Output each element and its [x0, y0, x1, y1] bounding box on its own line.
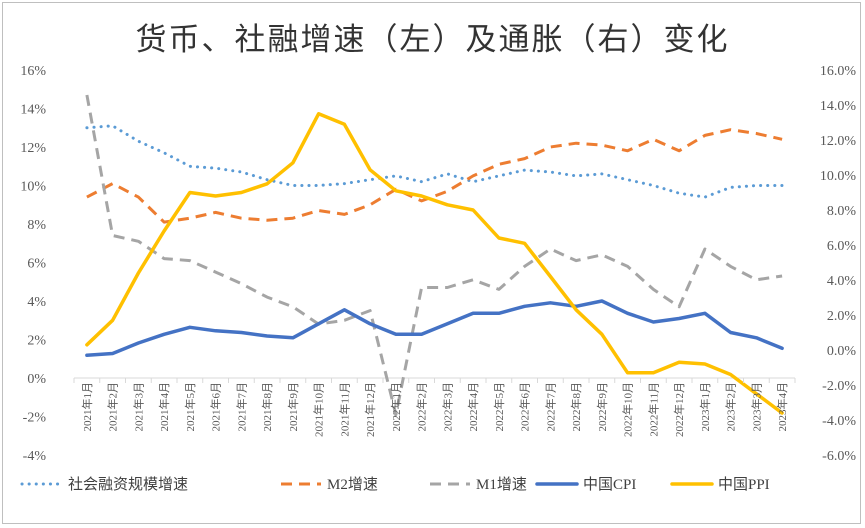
x-tick-label: 2021年12月 [363, 382, 377, 437]
x-tick-label: 2022年7月 [543, 382, 557, 432]
x-tick-label: 2022年4月 [466, 382, 480, 432]
left-tick-label: 8% [27, 218, 46, 233]
series-line [85, 94, 783, 417]
chart-title: 货币、社融增速（左）及通胀（右）变化 [135, 22, 730, 58]
legend: 社会融资规模增速 M2增速 M1增速 中国CPI 中国PPI [20, 476, 770, 493]
left-tick-label: 0% [27, 372, 46, 387]
right-tick-label: 14.0% [820, 99, 857, 114]
right-tick-label: 10.0% [820, 169, 857, 184]
series-line [85, 299, 784, 358]
x-tick-label: 2022年11月 [646, 382, 660, 437]
left-tick-label: -4% [23, 449, 47, 464]
left-tick-label: 10% [20, 180, 46, 195]
left-tick-label: 12% [20, 141, 46, 156]
right-tick-label: 12.0% [820, 134, 857, 149]
left-tick-label: 4% [27, 295, 46, 310]
x-tick-label: 2021年8月 [260, 382, 274, 432]
left-tick-label: -2% [23, 411, 47, 426]
x-tick-label: 2021年1月 [80, 382, 94, 432]
right-tick-label: 6.0% [827, 239, 857, 254]
series-line [86, 128, 783, 224]
x-tick-label: 2023年1月 [698, 382, 712, 432]
x-tick-label: 2022年8月 [569, 382, 583, 432]
x-tick-label: 2021年2月 [106, 382, 120, 432]
x-tick-label: 2022年6月 [518, 382, 532, 432]
legend-label: 中国CPI [583, 476, 636, 493]
x-tick-label: 2021年4月 [157, 382, 171, 432]
x-tick-label: 2022年3月 [440, 382, 454, 432]
x-tick-label: 2022年12月 [672, 382, 686, 437]
x-tick-label: 2021年10月 [312, 382, 326, 437]
x-tick-label: 2022年2月 [415, 382, 429, 432]
x-tick-label: 2021年7月 [234, 382, 248, 432]
right-tick-label: -4.0% [822, 414, 856, 429]
x-tick-label: 2022年1月 [389, 382, 403, 432]
right-tick-label: 16.0% [820, 64, 857, 79]
right-tick-label: 0.0% [827, 344, 857, 359]
x-tick-label: 2021年5月 [183, 382, 197, 432]
right-tick-label: 4.0% [827, 274, 857, 289]
x-tick-label: 2023年4月 [775, 382, 789, 432]
x-tick-label: 2023年2月 [724, 382, 738, 432]
right-axis: -6.0% -4.0% -2.0% 0.0% 2.0% 4.0% 6.0% 8.0% 10.0%… [820, 64, 857, 464]
legend-label: 中国PPI [718, 476, 770, 493]
right-tick-label: -2.0% [822, 379, 856, 394]
left-tick-label: 6% [27, 257, 46, 272]
x-tick-label: 2021年3月 [131, 382, 145, 432]
left-tick-label: 14% [20, 103, 46, 118]
x-axis: 2021年1月 2021年2月 2021年3月 2021年4月 2021年5月 2021年… [73, 378, 796, 437]
right-tick-label: 8.0% [827, 204, 857, 219]
right-tick-label: -6.0% [822, 449, 856, 464]
series-line [85, 124, 784, 199]
legend-label: M1增速 [476, 476, 527, 493]
legend-label: 社会融资规模增速 [68, 476, 188, 493]
x-tick-label: 2023年3月 [749, 382, 763, 432]
legend-label: M2增速 [327, 476, 378, 493]
x-tick-label: 2021年6月 [209, 382, 223, 432]
x-tick-label: 2022年9月 [595, 382, 609, 432]
series-layer [85, 94, 784, 417]
series-line [85, 112, 784, 415]
left-axis: -4% -2% 0% 2% 4% 6% 8% 10% 12% 14% 16% [20, 64, 46, 464]
x-tick-label: 2021年11月 [337, 382, 351, 437]
left-tick-label: 16% [20, 64, 46, 79]
left-tick-label: 2% [27, 334, 46, 349]
x-tick-label: 2022年5月 [492, 382, 506, 432]
x-tick-label: 2021年9月 [286, 382, 300, 432]
x-tick-label: 2022年10月 [621, 382, 635, 437]
right-tick-label: 2.0% [827, 309, 857, 324]
